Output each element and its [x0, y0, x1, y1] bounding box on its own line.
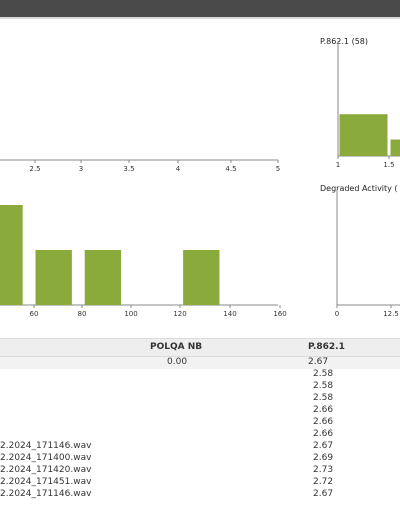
histogram-bar [390, 139, 400, 156]
table-row[interactable]: 2.2024_171146.wav 2.67 [0, 441, 400, 453]
p862-cell: 2.66 [313, 429, 334, 439]
title-bar [0, 0, 400, 17]
table-row[interactable]: 2.58 [0, 393, 400, 405]
p862-chart-title: P.862.1 (58) [320, 37, 368, 46]
histogram-charts: 2.5 3 3.5 4 4.5 5 1 1.5 60 80 100 120 140 160 0 12.5 [0, 41, 400, 318]
table-row[interactable]: 0.00 2.67 [0, 357, 400, 369]
p862-cell: 2.72 [313, 477, 334, 487]
file-name-cell: 2.2024_171146.wav [0, 489, 92, 499]
x-tick-label: 100 [124, 310, 137, 318]
histogram-bar [339, 114, 388, 156]
x-tick-label: 12.5 [383, 310, 399, 318]
polqa-nb-cell: 0.00 [167, 357, 188, 367]
table-row[interactable]: 2.2024_171420.wav 2.73 [0, 465, 400, 477]
x-tick-label: 0 [335, 310, 339, 318]
table-row[interactable]: 2.66 [0, 429, 400, 441]
histogram-bar [0, 205, 23, 305]
x-tick-label: 4 [176, 165, 181, 173]
table-header: POLQA NB P.862.1 [0, 338, 400, 357]
p862-cell: 2.58 [313, 381, 334, 391]
x-tick-label: 4.5 [225, 165, 236, 173]
table-row[interactable]: 2.58 [0, 369, 400, 381]
x-tick-label: 160 [273, 310, 286, 318]
x-tick-label: 120 [173, 310, 186, 318]
table-row[interactable]: 2.2024_171400.wav 2.69 [0, 453, 400, 465]
p862-cell: 2.66 [313, 405, 334, 415]
table-row[interactable]: 2.2024_171146.wav 2.67 [0, 489, 400, 501]
table-body: 0.00 2.67 2.58 2.58 2.58 2.66 2.66 2.66 2.2024_1… [0, 357, 400, 501]
table-row[interactable]: 2.66 [0, 417, 400, 429]
histogram-bar [35, 250, 72, 305]
p862-cell: 2.67 [308, 357, 329, 367]
p862-cell: 2.58 [313, 369, 334, 379]
x-tick-label: 140 [223, 310, 236, 318]
title-bar-divider [0, 17, 400, 19]
column-header-p862-1[interactable]: P.862.1 [308, 342, 345, 352]
p862-cell: 2.73 [313, 465, 334, 475]
x-tick-label: 1 [336, 161, 340, 169]
table-row[interactable]: 2.58 [0, 381, 400, 393]
file-name-cell: 2.2024_171420.wav [0, 465, 92, 475]
file-name-cell: 2.2024_171400.wav [0, 453, 92, 463]
x-tick-label: 60 [30, 310, 39, 318]
degraded-activity-chart-title: Degraded Activity ( [320, 184, 398, 193]
x-tick-label: 80 [78, 310, 87, 318]
table-row[interactable]: 2.2024_171451.wav 2.72 [0, 477, 400, 489]
p862-cell: 2.67 [313, 489, 334, 499]
p862-cell: 2.66 [313, 417, 334, 427]
p862-cell: 2.69 [313, 453, 334, 463]
p862-cell: 2.67 [313, 441, 334, 451]
results-table: POLQA NB P.862.1 0.00 2.67 2.58 2.58 2.58 2.6… [0, 338, 400, 501]
column-header-polqa-nb[interactable]: POLQA NB [150, 342, 203, 352]
table-row[interactable]: 2.66 [0, 405, 400, 417]
histogram-bar [84, 250, 122, 305]
x-tick-label: 5 [276, 165, 280, 173]
file-name-cell: 2.2024_171451.wav [0, 477, 92, 487]
file-name-cell: 2.2024_171146.wav [0, 441, 92, 451]
p862-cell: 2.58 [313, 393, 334, 403]
x-tick-label: 3.5 [123, 165, 134, 173]
x-tick-label: 3 [79, 165, 83, 173]
x-tick-label: 2.5 [29, 165, 40, 173]
histogram-bar [183, 250, 220, 305]
x-tick-label: 1.5 [383, 161, 394, 169]
